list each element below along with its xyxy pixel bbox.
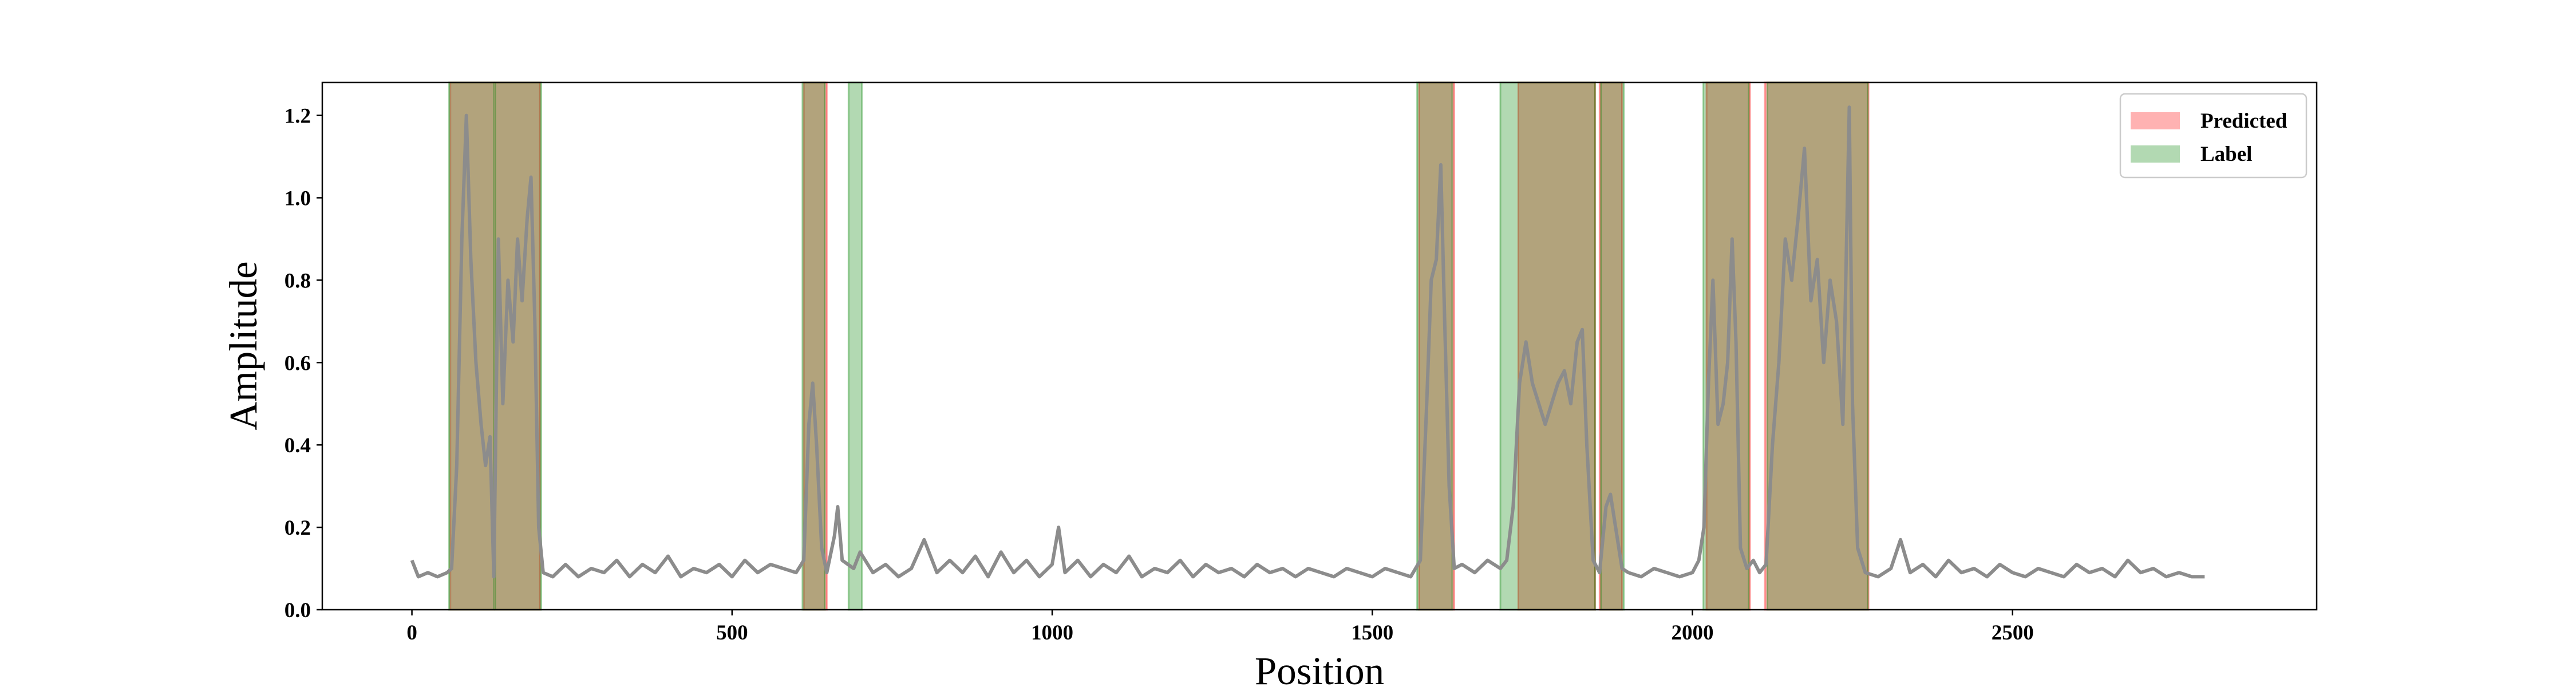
legend-label: Label [2200, 143, 2252, 166]
y-tick-label: 0.8 [285, 269, 311, 293]
x-tick-label: 1000 [1031, 621, 1073, 645]
y-tick-label: 0.4 [285, 434, 311, 457]
y-tick-label: 1.2 [285, 105, 311, 128]
y-tick-label: 0.0 [285, 599, 311, 622]
x-tick-label: 0 [406, 621, 417, 645]
legend-swatch [2131, 145, 2180, 163]
span [1499, 81, 1596, 611]
x-axis-label: Position [1255, 649, 1384, 687]
legend-swatch [2131, 112, 2180, 129]
legend-box [2119, 93, 2308, 179]
y-tick-label: 1.0 [285, 187, 311, 210]
plot-frame [321, 81, 2318, 611]
y-tick-label: 0.2 [285, 516, 311, 540]
x-tick-label: 2500 [1992, 621, 2034, 645]
x-tick-label: 1500 [1351, 621, 1393, 645]
x-tick-label: 2000 [1672, 621, 1714, 645]
span [448, 81, 495, 611]
signal-line [410, 105, 2205, 579]
span [847, 81, 863, 611]
y-axis-label: Amplitude [222, 261, 265, 430]
x-tick-label: 500 [716, 621, 748, 645]
legend-label: Predicted [2200, 109, 2287, 133]
y-tick-label: 0.6 [285, 352, 311, 375]
span [1600, 81, 1625, 611]
